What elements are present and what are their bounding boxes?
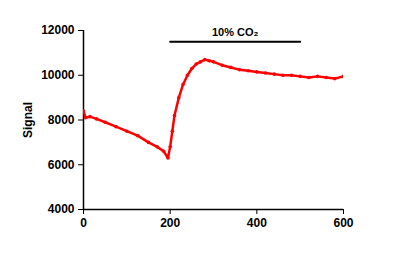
svg-text:6000: 6000 [48,158,75,172]
svg-text:Signal: Signal [21,102,35,138]
svg-text:400: 400 [247,216,267,230]
svg-text:4000: 4000 [48,202,75,216]
svg-text:200: 200 [160,216,180,230]
svg-text:10000: 10000 [41,68,75,82]
svg-text:600: 600 [333,216,353,230]
svg-text:10% CO₂: 10% CO₂ [212,26,259,38]
svg-text:0: 0 [80,216,87,230]
svg-text:12000: 12000 [41,23,75,37]
svg-text:8000: 8000 [48,113,75,127]
